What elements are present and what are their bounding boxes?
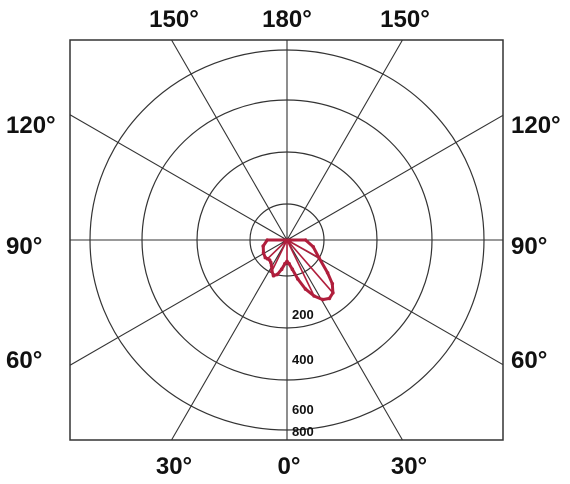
ring-label-200: 200 xyxy=(292,307,314,322)
data-point xyxy=(303,287,308,291)
data-point xyxy=(269,263,274,268)
data-series xyxy=(261,238,335,302)
series-strut xyxy=(266,239,288,260)
series-strut xyxy=(271,239,288,272)
angle-label-0: 0° xyxy=(278,453,301,480)
spoke-150 xyxy=(286,39,403,241)
data-point xyxy=(320,297,325,302)
spoke-30 xyxy=(286,239,403,441)
data-point xyxy=(296,277,300,281)
spoke-120 xyxy=(286,114,504,241)
angle-label-120-right: 120° xyxy=(511,112,561,139)
data-point xyxy=(331,291,335,295)
data-point xyxy=(330,281,335,286)
series-strut xyxy=(286,239,320,259)
angle-label-30-right: 30° xyxy=(391,453,427,480)
spoke-210 xyxy=(171,39,288,241)
spoke-grid xyxy=(69,39,504,441)
data-point xyxy=(312,294,316,298)
data-point xyxy=(317,255,321,260)
series-strut xyxy=(286,239,334,294)
angle-label-150-right: 150° xyxy=(380,6,430,33)
data-point xyxy=(271,273,276,278)
data-point xyxy=(327,296,332,301)
data-point xyxy=(263,255,268,260)
data-point xyxy=(275,272,280,277)
data-point xyxy=(303,238,308,242)
data-point xyxy=(261,244,266,248)
series-strut xyxy=(286,239,315,297)
data-point xyxy=(279,267,284,272)
data-point xyxy=(283,261,287,266)
data-point xyxy=(270,269,274,274)
data-point xyxy=(265,238,270,242)
data-point xyxy=(261,251,266,255)
ring-label-600: 600 xyxy=(292,402,314,417)
angle-label-120-left: 120° xyxy=(6,112,56,139)
angle-label-60-right: 60° xyxy=(511,347,547,374)
angle-label-90-left: 90° xyxy=(6,233,42,260)
angle-label-180: 180° xyxy=(262,6,312,33)
data-point xyxy=(311,245,316,249)
angle-label-90-right: 90° xyxy=(511,233,547,260)
data-point xyxy=(285,259,289,264)
spoke-330 xyxy=(171,239,288,441)
angle-label-60-left: 60° xyxy=(6,347,42,374)
data-point xyxy=(287,261,291,266)
angle-label-150-left: 150° xyxy=(149,6,199,33)
spoke-240 xyxy=(69,114,288,241)
ring-label-400: 400 xyxy=(292,352,314,367)
data-point xyxy=(325,271,330,275)
spoke-60 xyxy=(286,239,504,366)
data-point xyxy=(290,267,295,272)
ring-label-800: 800 xyxy=(292,424,314,439)
angle-label-30-left: 30° xyxy=(156,453,192,480)
spoke-300 xyxy=(69,239,288,366)
